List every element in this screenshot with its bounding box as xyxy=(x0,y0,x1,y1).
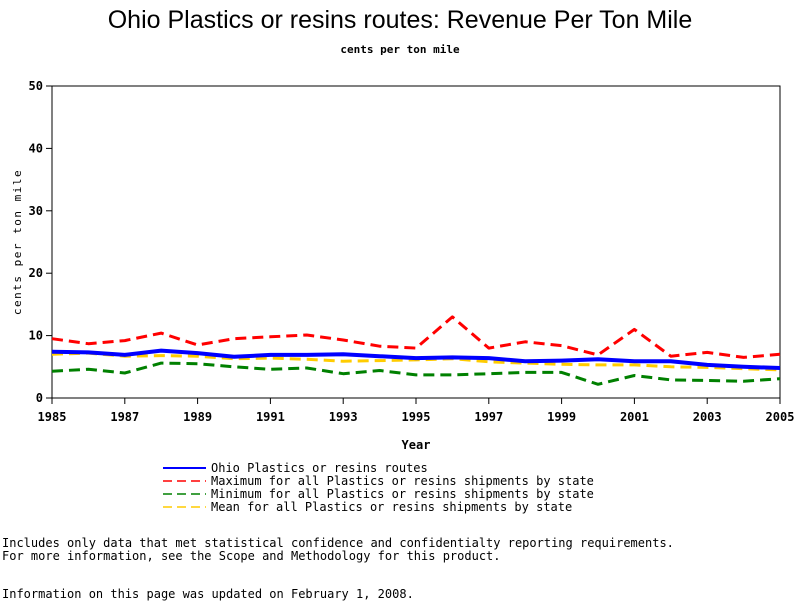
x-tick-label: 1997 xyxy=(474,410,503,424)
x-tick-label: 1985 xyxy=(38,410,67,424)
x-tick-label: 2003 xyxy=(693,410,722,424)
series-line-0 xyxy=(51,348,781,370)
x-tick-label: 1993 xyxy=(329,410,358,424)
line-chart: 0 10 20 30 40 50 1985 1987 1989 1991 1993 1995 1997… xyxy=(11,79,795,514)
x-tick-label: 1989 xyxy=(183,410,212,424)
legend-label: Ohio Plastics or resins routes xyxy=(211,461,428,475)
y-tick-label: 0 xyxy=(36,391,43,405)
y-axis-label: cents per ton mile xyxy=(11,169,24,315)
series-lines xyxy=(51,315,781,386)
series-line-1 xyxy=(51,315,781,359)
chart-subtitle: cents per ton mile xyxy=(340,43,460,56)
y-tick-label: 20 xyxy=(29,266,43,280)
footnote-confidence: Includes only data that met statistical … xyxy=(2,536,674,550)
x-tick-label: 1999 xyxy=(547,410,576,424)
x-tick-label: 2005 xyxy=(766,410,795,424)
x-tick-label: 1987 xyxy=(110,410,139,424)
chart-title: Ohio Plastics or resins routes: Revenue … xyxy=(107,6,693,34)
y-tick-label: 30 xyxy=(29,204,43,218)
y-tick-label: 10 xyxy=(29,329,43,343)
footnote-methodology: For more information, see the Scope and … xyxy=(2,549,501,563)
legend-label: Maximum for all Plastics or resins shipm… xyxy=(211,474,594,488)
y-axis: 0 10 20 30 40 50 xyxy=(29,79,52,405)
x-tick-label: 1991 xyxy=(256,410,285,424)
x-axis: 1985 1987 1989 1991 1993 1995 1997 1999 2001 2003… xyxy=(38,398,795,424)
series-line-2 xyxy=(51,361,781,386)
x-tick-label: 1995 xyxy=(402,410,431,424)
update-notice: Information on this page was updated on … xyxy=(2,587,414,601)
legend-label: Mean for all Plastics or resins shipment… xyxy=(211,500,572,514)
x-tick-label: 2001 xyxy=(620,410,649,424)
y-tick-label: 50 xyxy=(29,79,43,93)
legend-label: Minimum for all Plastics or resins shipm… xyxy=(211,487,594,501)
y-tick-label: 40 xyxy=(29,141,43,155)
x-axis-label: Year xyxy=(402,438,431,452)
